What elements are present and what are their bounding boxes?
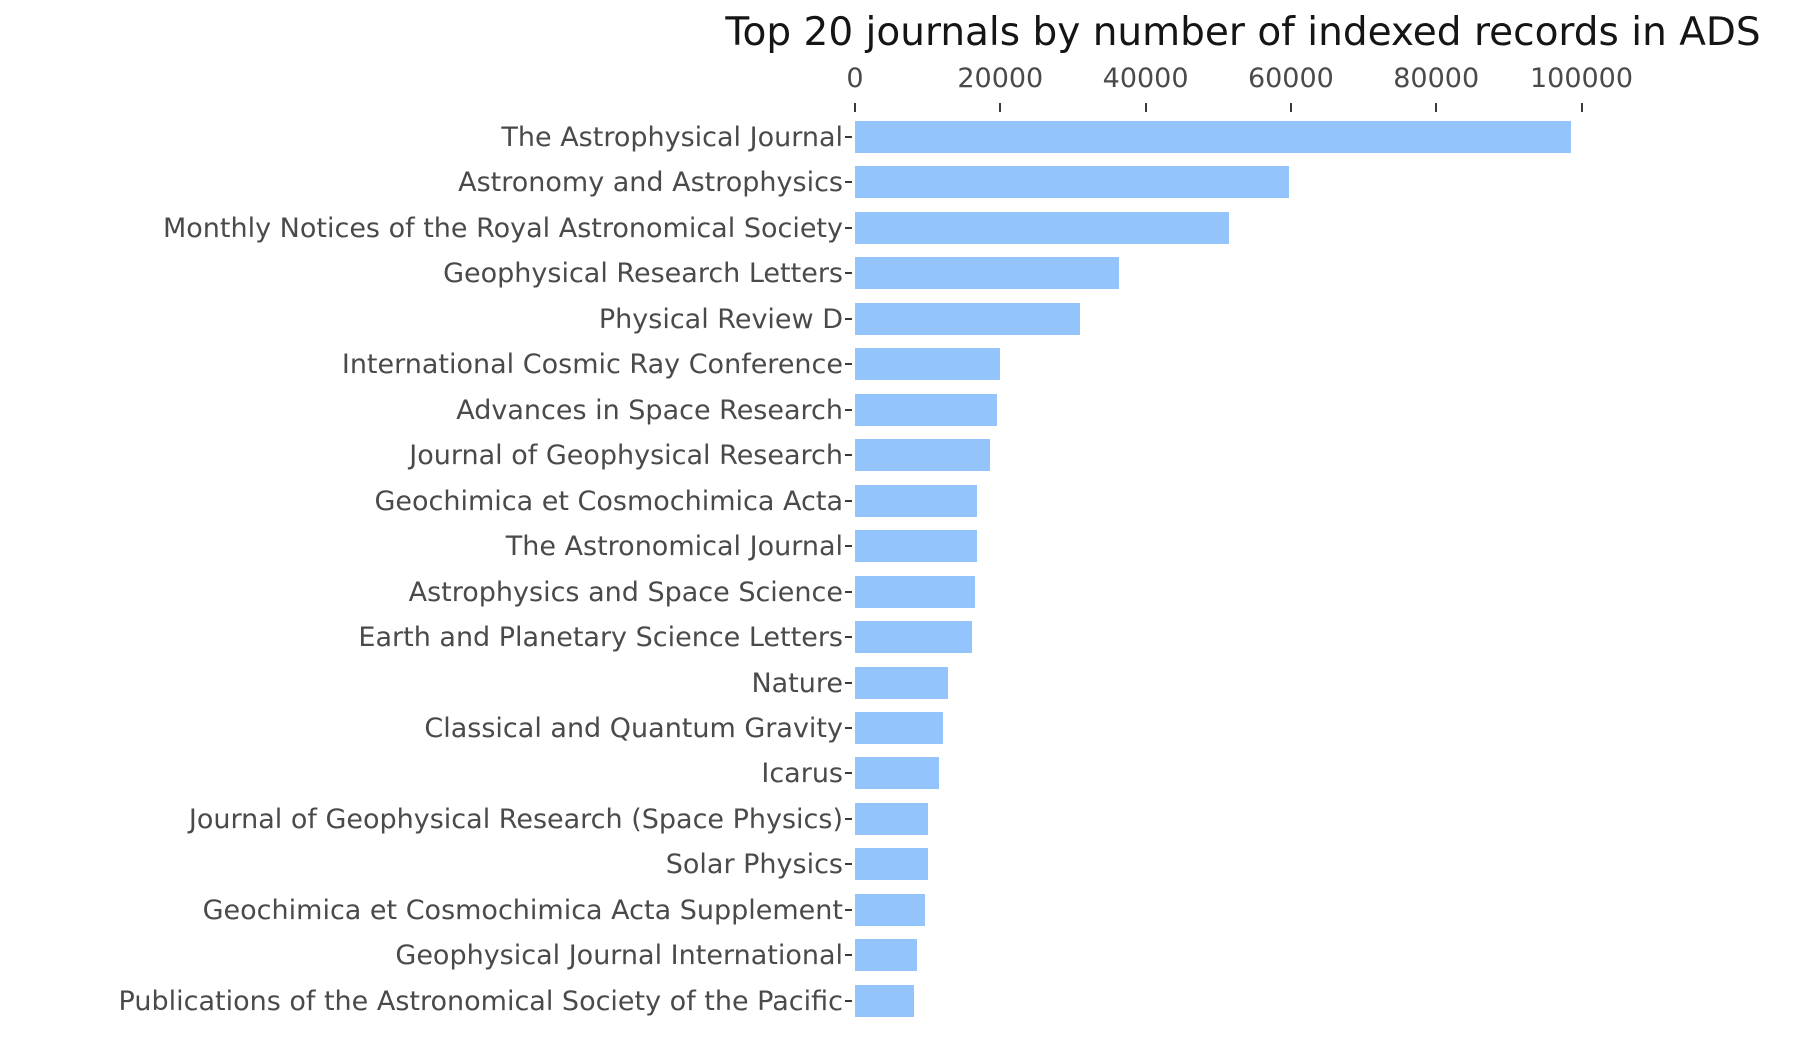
y-tick-mark bbox=[845, 181, 852, 184]
y-tick-mark bbox=[845, 454, 852, 457]
bar bbox=[855, 393, 997, 426]
x-tick-mark bbox=[1144, 103, 1147, 112]
bar bbox=[855, 711, 943, 744]
bar bbox=[855, 530, 978, 563]
y-axis-label: Physical Review D bbox=[598, 303, 843, 335]
y-axis-label: Classical and Quantum Gravity bbox=[424, 712, 843, 744]
bar bbox=[855, 439, 991, 472]
bar bbox=[855, 257, 1119, 290]
y-tick-mark bbox=[845, 999, 852, 1002]
bar bbox=[855, 802, 928, 835]
bar-row: Publications of the Astronomical Society… bbox=[0, 984, 1806, 1017]
y-tick-mark bbox=[845, 817, 852, 820]
y-axis-label: Journal of Geophysical Research (Space P… bbox=[188, 803, 843, 835]
x-tick-mark bbox=[1435, 103, 1438, 112]
bar-row: The Astronomical Journal bbox=[0, 530, 1806, 563]
bar bbox=[855, 848, 928, 881]
y-tick-mark bbox=[845, 136, 852, 138]
x-tick-label: 80000 bbox=[1393, 63, 1480, 94]
y-tick-mark bbox=[845, 772, 852, 775]
bar-row: Solar Physics bbox=[0, 848, 1806, 881]
y-axis-label: Geophysical Journal International bbox=[395, 940, 843, 972]
y-tick-mark bbox=[845, 908, 852, 911]
bar bbox=[855, 211, 1230, 244]
bar bbox=[855, 939, 918, 972]
bar-row: Physical Review D bbox=[0, 302, 1806, 335]
x-tick-label: 100000 bbox=[1529, 63, 1634, 94]
y-axis-label: The Astronomical Journal bbox=[505, 531, 843, 563]
y-tick-mark bbox=[845, 726, 852, 729]
bar bbox=[855, 121, 1572, 153]
bar-row: Earth and Planetary Science Letters bbox=[0, 621, 1806, 654]
x-tick-mark bbox=[854, 103, 856, 112]
y-tick-mark bbox=[845, 545, 852, 548]
y-axis-label: Earth and Planetary Science Letters bbox=[358, 622, 843, 654]
bar-row: Advances in Space Research bbox=[0, 393, 1806, 426]
x-tick-label: 40000 bbox=[1102, 63, 1189, 94]
y-axis-label: Astronomy and Astrophysics bbox=[458, 167, 843, 199]
bar-row: Journal of Geophysical Research bbox=[0, 439, 1806, 472]
y-axis-label: The Astrophysical Journal bbox=[501, 122, 843, 153]
y-axis-label: Geochimica et Cosmochimica Acta Suppleme… bbox=[202, 894, 843, 926]
y-axis-label: Publications of the Astronomical Society… bbox=[118, 985, 843, 1017]
bar bbox=[855, 984, 914, 1017]
y-tick-mark bbox=[845, 499, 852, 502]
y-axis-label: Journal of Geophysical Research bbox=[409, 440, 843, 472]
bar-row: Icarus bbox=[0, 757, 1806, 790]
bar-row: The Astrophysical Journal bbox=[0, 121, 1806, 153]
y-axis-label: Nature bbox=[751, 667, 843, 699]
y-tick-mark bbox=[845, 590, 852, 593]
bar bbox=[855, 484, 978, 517]
bar bbox=[855, 621, 972, 654]
bar bbox=[855, 166, 1290, 199]
y-axis-label: Monthly Notices of the Royal Astronomica… bbox=[162, 212, 843, 244]
x-tick-label: 60000 bbox=[1247, 63, 1334, 94]
x-tick-mark bbox=[1580, 103, 1583, 112]
bar bbox=[855, 302, 1081, 335]
x-tick-mark bbox=[1289, 103, 1292, 112]
y-axis-label: Icarus bbox=[761, 758, 843, 790]
y-tick-mark bbox=[845, 954, 852, 957]
bar-row: International Cosmic Ray Conference bbox=[0, 348, 1806, 381]
y-tick-mark bbox=[845, 863, 852, 866]
bar-row: Monthly Notices of the Royal Astronomica… bbox=[0, 211, 1806, 244]
bar-row: Classical and Quantum Gravity bbox=[0, 711, 1806, 744]
y-tick-mark bbox=[845, 226, 852, 229]
x-tick-label: 0 bbox=[846, 63, 864, 94]
bar bbox=[855, 757, 940, 790]
y-axis-label: Solar Physics bbox=[665, 849, 843, 881]
bar bbox=[855, 575, 975, 608]
y-axis-label: International Cosmic Ray Conference bbox=[341, 349, 843, 381]
chart-title: Top 20 journals by number of indexed rec… bbox=[725, 10, 1761, 55]
x-tick-label: 20000 bbox=[957, 63, 1044, 94]
bar bbox=[855, 666, 948, 699]
y-tick-mark bbox=[845, 408, 852, 411]
y-axis-label: Advances in Space Research bbox=[456, 394, 843, 426]
y-tick-mark bbox=[845, 272, 852, 275]
bar-row: Geochimica et Cosmochimica Acta Suppleme… bbox=[0, 893, 1806, 926]
bar bbox=[855, 348, 1001, 381]
bar-row: Journal of Geophysical Research (Space P… bbox=[0, 802, 1806, 835]
y-axis-label: Geochimica et Cosmochimica Acta bbox=[374, 485, 843, 517]
bar-row: Geophysical Research Letters bbox=[0, 257, 1806, 290]
bar-row: Astrophysics and Space Science bbox=[0, 575, 1806, 608]
y-tick-mark bbox=[845, 681, 852, 684]
y-tick-mark bbox=[845, 636, 852, 639]
y-tick-mark bbox=[845, 317, 852, 320]
bar-row: Geochimica et Cosmochimica Acta bbox=[0, 484, 1806, 517]
bar-row: Geophysical Journal International bbox=[0, 939, 1806, 972]
y-axis-label: Geophysical Research Letters bbox=[443, 258, 843, 290]
y-axis-label: Astrophysics and Space Science bbox=[408, 576, 843, 608]
y-tick-mark bbox=[845, 363, 852, 366]
x-tick-mark bbox=[999, 103, 1002, 112]
bar bbox=[855, 893, 925, 926]
bar-row: Astronomy and Astrophysics bbox=[0, 166, 1806, 199]
bar-row: Nature bbox=[0, 666, 1806, 699]
